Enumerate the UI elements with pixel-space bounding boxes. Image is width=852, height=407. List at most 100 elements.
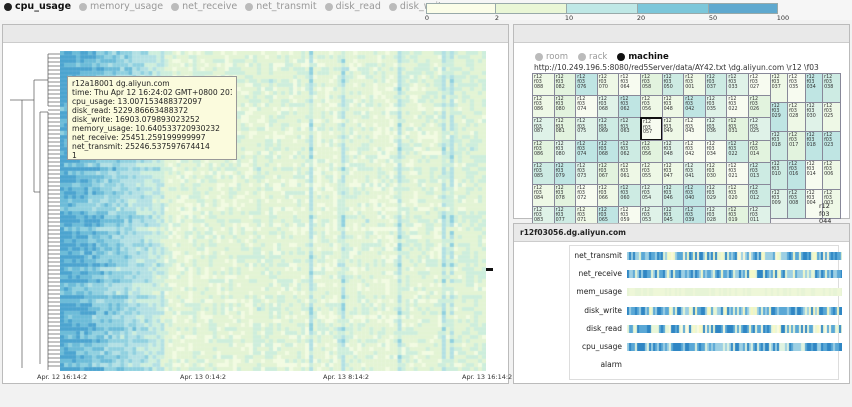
machine-cell[interactable]: 078 r12 f03	[553, 184, 577, 208]
machine-cell[interactable]: 041 r12 f03	[683, 161, 706, 185]
machine-cell[interactable]: 030 r12 f03	[704, 161, 728, 185]
machine-cell[interactable]: 017 r12 f03	[787, 131, 806, 161]
metric-strip-mem-usage[interactable]	[627, 288, 842, 297]
machine-cell[interactable]: 072 r12 f03	[575, 184, 598, 208]
machine-cell[interactable]: 082 r12 f03	[553, 73, 577, 97]
metric-strip-alarm[interactable]	[627, 361, 842, 370]
tab-disk-read[interactable]: disk_read	[324, 1, 381, 12]
machine-cell[interactable]: 042 r12 f03	[683, 139, 706, 163]
machine-cell[interactable]: 069 r12 f03	[596, 117, 620, 141]
machine-cell[interactable]: 047 r12 f03	[661, 161, 685, 185]
machine-cell[interactable]: 086 r12 f03	[532, 139, 555, 163]
machine-cell[interactable]: 056 r12 f03	[640, 95, 663, 119]
machine-cell[interactable]: 050 r12 f03	[661, 73, 685, 97]
machine-cell[interactable]: 054 r12 f03	[640, 184, 663, 208]
machine-cell[interactable]: 018 r12 f03	[804, 131, 824, 161]
machine-cell[interactable]: 006 r12 f03	[822, 160, 841, 190]
topology-mode-rack[interactable]: rack	[578, 52, 607, 62]
machine-cell[interactable]: 021 r12 f03	[726, 161, 749, 185]
machine-cell[interactable]: 016 r12 f03	[787, 160, 806, 190]
machine-cell[interactable]: 084 r12 f03	[532, 184, 555, 208]
machine-cell[interactable]: 048 r12 f03	[661, 95, 685, 119]
machine-cell[interactable]: 028 r12 f03	[787, 102, 806, 132]
machine-cell[interactable]: 037 r12 f03	[769, 73, 789, 103]
machine-cell[interactable]: 070 r12 f03	[596, 73, 620, 97]
machine-cell[interactable]: 085 r12 f03	[532, 161, 555, 185]
machine-cell[interactable]: 040 r12 f03	[683, 184, 706, 208]
topology-mode-machine[interactable]: machine	[617, 52, 669, 62]
machine-cell[interactable]: 029 r12 f03	[769, 102, 789, 132]
machine-cell[interactable]: 068 r12 f03	[596, 139, 620, 163]
machine-cell[interactable]: 030 r12 f03	[804, 102, 824, 132]
machine-cell[interactable]: 025 r12 f03	[822, 102, 841, 132]
machine-dendrogram[interactable]	[8, 52, 60, 372]
metric-strip-disk-write[interactable]	[627, 306, 842, 315]
machine-cell[interactable]: 060 r12 f03	[618, 184, 641, 208]
machine-cell[interactable]: 014 r12 f03	[804, 160, 824, 190]
machine-cell[interactable]: 003 r12 f03	[822, 189, 841, 219]
metric-strip-net-receive[interactable]	[627, 270, 842, 279]
machine-cell[interactable]: 034 r12 f03	[704, 139, 728, 163]
machine-cell[interactable]: 022 r12 f03	[726, 95, 749, 119]
machine-cell[interactable]: 043 r12 f03	[683, 117, 706, 141]
machine-cell[interactable]: 008 r12 f03	[787, 189, 806, 219]
machine-cell[interactable]: 088 r12 f03	[532, 73, 555, 97]
machine-cell[interactable]: 038 r12 f03	[822, 73, 841, 103]
machine-cell[interactable]: 020 r12 f03	[726, 184, 749, 208]
machine-cell[interactable]: 035 r12 f03	[787, 73, 806, 103]
machine-cell[interactable]: 031 r12 f03	[726, 117, 749, 141]
machine-cell[interactable]: 057 r12 f03	[640, 117, 663, 141]
tab-net-transmit[interactable]: net_transmit	[245, 1, 317, 12]
machine-cell[interactable]: 048 r12 f03	[661, 139, 685, 163]
machine-cell[interactable]: 079 r12 f03	[553, 161, 577, 185]
machine-cell[interactable]: 010 r12 f03	[769, 160, 789, 190]
machine-cell[interactable]: 046 r12 f03	[661, 184, 685, 208]
machine-cell[interactable]: 001 r12 f03	[683, 73, 706, 97]
tab-cpu-usage[interactable]: cpu_usage	[4, 1, 71, 12]
machine-cell[interactable]: 074 r12 f03	[575, 95, 598, 119]
machine-cell[interactable]: 035 r12 f03	[704, 95, 728, 119]
machine-cell[interactable]: 061 r12 f03	[618, 161, 641, 185]
machine-cell[interactable]: 022 r12 f03	[726, 139, 749, 163]
topology-mode-room[interactable]: room	[535, 52, 568, 62]
machine-cell[interactable]: 074 r12 f03	[575, 139, 598, 163]
machine-cell[interactable]: 068 r12 f03	[596, 95, 620, 119]
machine-cell[interactable]: 067 r12 f03	[596, 161, 620, 185]
machine-cell[interactable]: 063 r12 f03	[618, 117, 641, 141]
machine-cell[interactable]: 058 r12 f03	[640, 73, 663, 97]
machine-cell[interactable]: 073 r12 f03	[575, 161, 598, 185]
machine-cell[interactable]: 075 r12 f03	[575, 117, 598, 141]
machine-cell[interactable]: 029 r12 f03	[704, 184, 728, 208]
tab-memory-usage[interactable]: memory_usage	[79, 1, 163, 12]
machine-cell[interactable]: 076 r12 f03	[575, 73, 598, 97]
machine-cell[interactable]: 081 r12 f03	[553, 117, 577, 141]
machine-cell[interactable]: 014 r12 f03	[748, 139, 771, 163]
tab-disk-write[interactable]: disk_write	[388, 1, 448, 12]
metric-strip-net-transmit[interactable]	[627, 252, 842, 260]
machine-cell[interactable]: 034 r12 f03	[804, 73, 824, 103]
metric-strip-disk-read[interactable]	[627, 324, 842, 333]
machine-cell[interactable]: 066 r12 f03	[596, 184, 620, 208]
machine-cell[interactable]: 062 r12 f03	[618, 95, 641, 119]
machine-cell[interactable]: 012 r12 f03	[748, 184, 771, 208]
machine-cell[interactable]: 080 r12 f03	[553, 95, 577, 119]
machine-cell[interactable]: 027 r12 f03	[748, 73, 771, 97]
metric-strip-cpu-usage[interactable]	[627, 343, 842, 351]
machine-cell[interactable]: 025 r12 f03	[748, 117, 771, 141]
machine-cell[interactable]: 049 r12 f03	[661, 117, 685, 141]
machine-cell[interactable]: 033 r12 f03	[726, 73, 749, 97]
machine-cell[interactable]: 009 r12 f03	[769, 189, 789, 219]
machine-cell[interactable]: 055 r12 f03	[640, 161, 663, 185]
machine-cell[interactable]: 004 r12 f03	[804, 189, 824, 219]
machine-cell[interactable]: 018 r12 f03	[769, 131, 789, 161]
machine-cell[interactable]: 026 r12 f03	[748, 95, 771, 119]
machine-cell[interactable]: 013 r12 f03	[748, 161, 771, 185]
machine-cell[interactable]: 036 r12 f03	[704, 117, 728, 141]
tab-net-receive[interactable]: net_receive	[171, 1, 237, 12]
machine-cell[interactable]: 064 r12 f03	[618, 73, 641, 97]
machine-cell[interactable]: 042 r12 f03	[683, 95, 706, 119]
machine-cell[interactable]: 062 r12 f03	[618, 139, 641, 163]
machine-cell[interactable]: 080 r12 f03	[553, 139, 577, 163]
machine-cell[interactable]: 023 r12 f03	[822, 131, 841, 161]
machine-cell[interactable]: 056 r12 f03	[640, 139, 663, 163]
